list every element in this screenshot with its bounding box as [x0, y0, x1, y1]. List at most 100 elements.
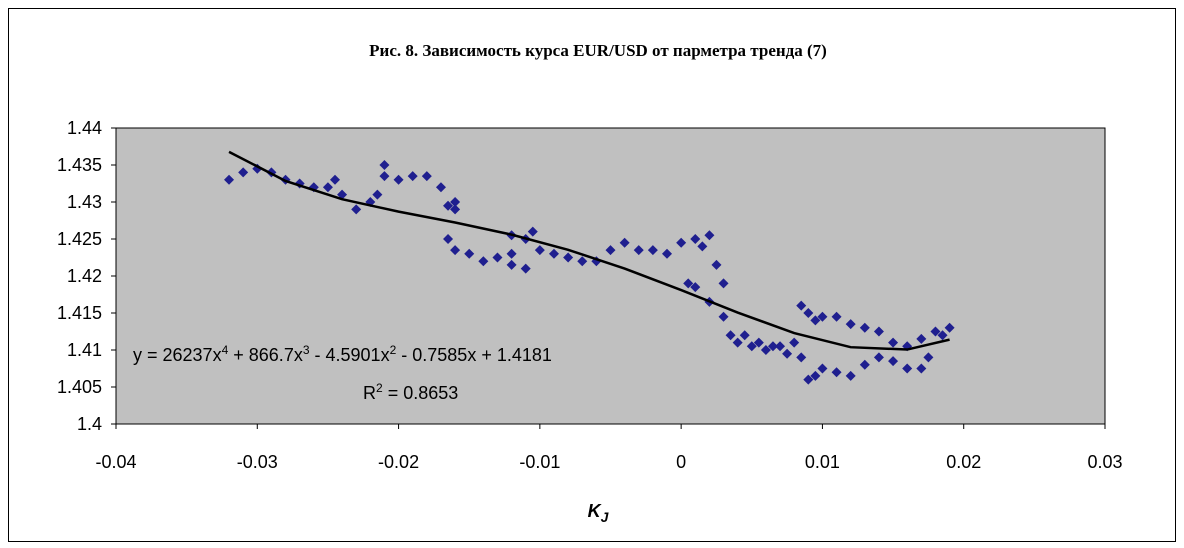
point [478, 256, 489, 267]
point [796, 300, 807, 311]
x-axis-label: KJ [588, 501, 610, 525]
y-tick-label: 1.41 [67, 340, 102, 360]
point [506, 259, 517, 270]
point [450, 245, 461, 256]
chart-title: Рис. 8. Зависимость курса EUR/USD от пар… [369, 41, 827, 60]
point [548, 248, 559, 259]
trendline-equation-part: - 4.5901x [310, 345, 390, 365]
r-squared-part: R [363, 383, 376, 403]
point [817, 311, 828, 322]
point [506, 248, 517, 259]
point [845, 370, 856, 381]
point [859, 359, 870, 370]
point [704, 230, 715, 241]
trendline-equation-part: y = 26237x [133, 345, 222, 365]
point [944, 322, 955, 333]
point [393, 174, 404, 185]
point [443, 200, 454, 211]
trendline [228, 150, 950, 351]
point [619, 237, 630, 248]
y-tick-label: 1.44 [67, 118, 102, 138]
point [690, 282, 701, 293]
point [930, 326, 941, 337]
point [662, 248, 673, 259]
point [683, 278, 694, 289]
point [810, 315, 821, 326]
point [492, 252, 503, 263]
point [725, 330, 736, 341]
point [520, 263, 531, 274]
point [718, 278, 729, 289]
point [633, 245, 644, 256]
r-squared: R2 = 0.8653 [363, 381, 458, 403]
x-tick-label: -0.02 [378, 452, 419, 472]
trendline-equation-part: 3 [303, 343, 310, 357]
point [379, 171, 390, 182]
point [435, 182, 446, 193]
point [796, 352, 807, 363]
point [527, 226, 538, 237]
plot-area [115, 127, 1106, 425]
point [238, 167, 249, 178]
point [916, 363, 927, 374]
point [718, 311, 729, 322]
point [873, 352, 884, 363]
point [803, 308, 814, 318]
point [732, 337, 743, 348]
point [372, 189, 383, 200]
y-tick-label: 1.43 [67, 192, 102, 212]
trendline-equation-part: + 866.7x [228, 345, 303, 365]
point [711, 259, 722, 270]
x-tick-label: 0.01 [805, 452, 840, 472]
point [902, 363, 913, 374]
point [775, 341, 786, 352]
point [810, 370, 821, 381]
x-tick-label: -0.01 [519, 452, 560, 472]
point [888, 337, 899, 348]
y-tick-label: 1.4 [77, 414, 102, 434]
point [831, 367, 842, 378]
point [859, 322, 870, 333]
point [647, 245, 658, 256]
trendline-equation-part: 4 [222, 343, 229, 357]
point [464, 248, 475, 259]
point [803, 374, 814, 385]
y-tick-label: 1.425 [57, 229, 102, 249]
y-tick-label: 1.435 [57, 155, 102, 175]
point [605, 245, 616, 256]
x-tick-label: 0.02 [946, 452, 981, 472]
point [577, 256, 588, 267]
point [534, 245, 545, 256]
point [443, 234, 454, 244]
trendline-equation: y = 26237x4 + 866.7x3 - 4.5901x2 - 0.758… [133, 343, 552, 365]
point [888, 356, 899, 367]
point [760, 345, 771, 355]
point [937, 330, 948, 341]
x-axis-label-main: K [588, 501, 603, 521]
point [450, 197, 461, 207]
point [421, 171, 432, 182]
trendline-equation-part: - 0.7585x + 1.4181 [396, 345, 552, 365]
point [676, 237, 687, 248]
y-tick-label: 1.405 [57, 377, 102, 397]
point [746, 341, 757, 352]
x-tick-label: -0.04 [95, 452, 136, 472]
point [789, 337, 800, 348]
point [831, 311, 842, 322]
point [697, 241, 708, 252]
point [351, 204, 362, 215]
y-tick-label: 1.42 [67, 266, 102, 286]
point [379, 160, 390, 170]
point [767, 341, 778, 352]
point [739, 330, 750, 341]
x-axis-label-sub: J [601, 509, 610, 525]
point [322, 182, 333, 193]
point [224, 174, 235, 185]
point [923, 352, 934, 363]
x-tick-label: 0.03 [1087, 452, 1122, 472]
point [753, 337, 764, 348]
y-tick-label: 1.415 [57, 303, 102, 323]
point [329, 174, 340, 185]
